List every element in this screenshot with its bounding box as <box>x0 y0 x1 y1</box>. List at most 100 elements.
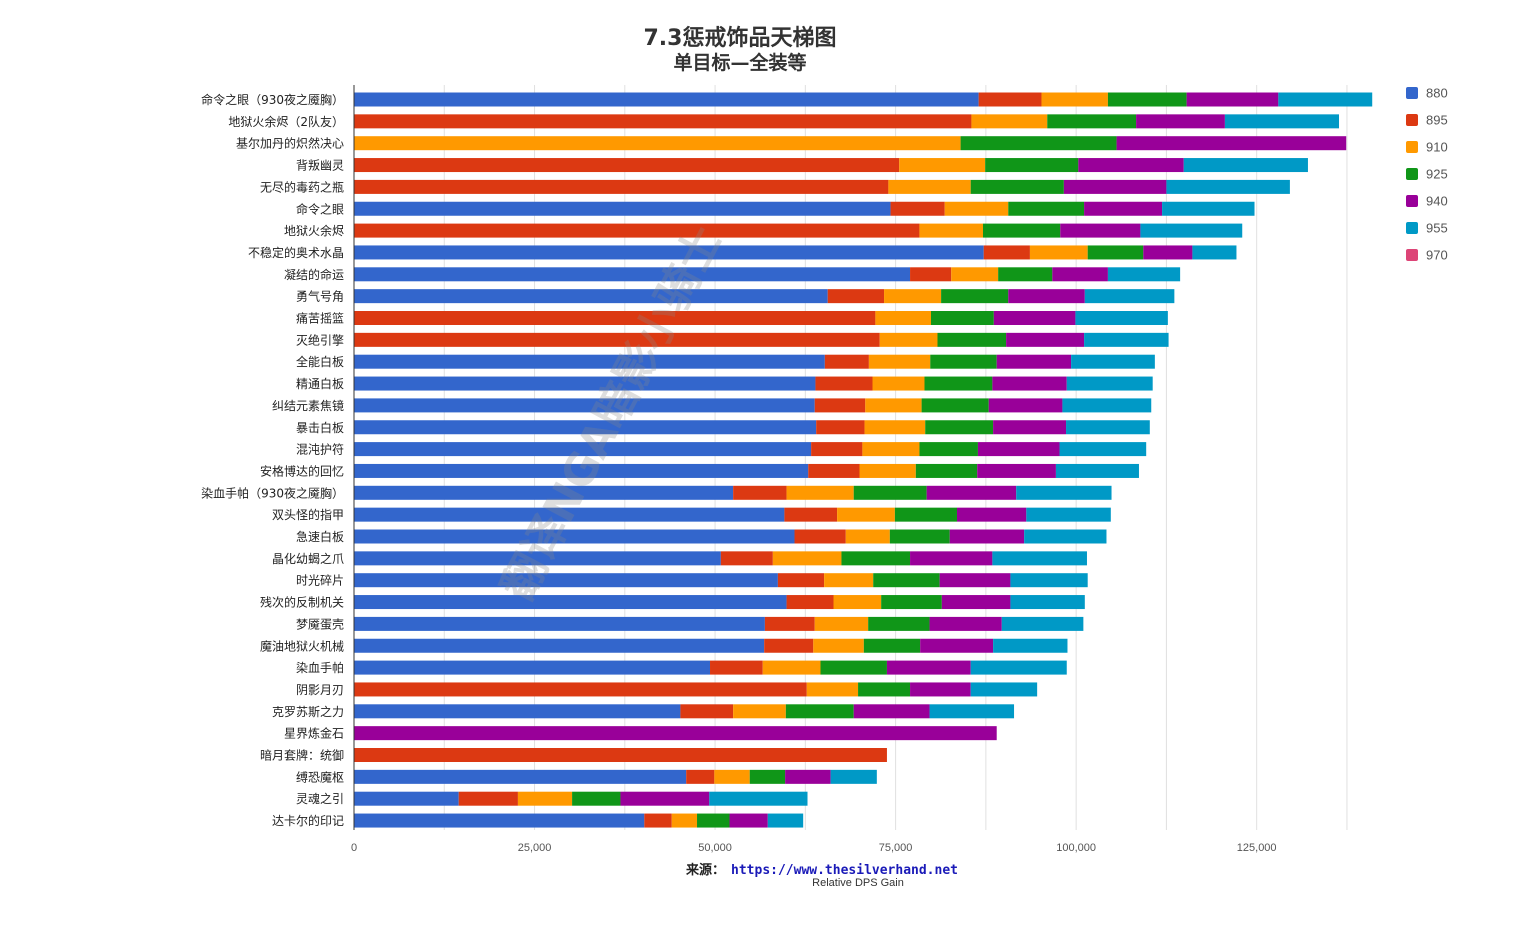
bar-segment-880 <box>354 529 795 544</box>
bar-segment-880 <box>354 485 734 500</box>
category-label: 克罗苏斯之力 <box>272 705 344 719</box>
bar-segment-910 <box>733 704 786 719</box>
category-label: 灭绝引擎 <box>296 332 344 347</box>
category-label: 缚恐魔枢 <box>296 769 344 784</box>
category-label: 凝结的命运 <box>284 267 344 282</box>
bar-segment-880 <box>354 267 911 282</box>
bar-segment-940 <box>996 354 1072 369</box>
bar-segment-910 <box>899 158 986 173</box>
bar-segment-955 <box>1016 485 1112 500</box>
bar-segment-940 <box>939 573 1011 588</box>
bar-segment-925 <box>881 595 942 610</box>
legend-swatch <box>1406 222 1418 234</box>
bar-segment-910 <box>944 201 1009 216</box>
bar-segment-925 <box>863 638 921 653</box>
bar-segment-925 <box>919 442 978 457</box>
bar-segment-955 <box>1066 420 1150 435</box>
bar-segment-910 <box>786 485 854 500</box>
category-label: 暗月套牌：统御 <box>260 748 344 763</box>
category-label: 精通白板 <box>296 376 344 391</box>
x-tick-label: 0 <box>351 842 357 854</box>
bar-segment-925 <box>1107 92 1187 107</box>
bar-segment-910 <box>813 638 864 653</box>
bar-segment-940 <box>920 638 994 653</box>
bar-segment-910 <box>864 420 926 435</box>
bar-segment-925 <box>930 311 994 325</box>
category-label: 勇气号角 <box>296 289 344 304</box>
bar-segment-925 <box>941 289 1009 304</box>
bar-segment-880 <box>354 442 812 457</box>
bar-segment-955 <box>1059 442 1147 457</box>
bar-segment-955 <box>1224 114 1340 129</box>
category-label: 梦魇蛋壳 <box>296 617 344 631</box>
bar-segment-955 <box>1055 463 1139 478</box>
bar-segment-940 <box>354 726 997 741</box>
bar-segment-910 <box>714 769 750 784</box>
category-label: 双头怪的指甲 <box>272 507 344 522</box>
bar-segment-925 <box>970 179 1064 194</box>
bar-segment-895 <box>354 114 972 129</box>
bar-segment-925 <box>749 769 786 784</box>
bar-segment-925 <box>889 529 950 544</box>
bar-segment-910 <box>951 267 999 282</box>
bar-segment-940 <box>977 463 1056 478</box>
bar-segment-895 <box>794 529 846 544</box>
bar-segment-940 <box>1116 136 1347 151</box>
bar-segment-940 <box>1006 332 1085 347</box>
bar-segment-955 <box>1084 289 1175 304</box>
bar-segment-910 <box>671 813 698 828</box>
bar-segment-955 <box>1192 245 1237 260</box>
bar-segment-925 <box>572 791 621 806</box>
bar-segment-955 <box>830 769 877 784</box>
bar-segment-940 <box>1078 158 1184 173</box>
bar-segment-925 <box>1008 201 1085 216</box>
bar-segment-910 <box>517 791 573 806</box>
category-label: 染血手帕 <box>296 660 344 675</box>
bar-segment-880 <box>354 201 891 216</box>
bar-segment-895 <box>354 223 920 238</box>
bar-segment-925 <box>998 267 1053 282</box>
bar-segment-955 <box>1084 332 1169 347</box>
bar-segment-925 <box>930 354 997 369</box>
bar-segment-955 <box>929 704 1015 719</box>
bar-segment-880 <box>354 92 979 107</box>
legend-swatch <box>1406 195 1418 207</box>
bar-segment-925 <box>868 616 930 631</box>
bar-segment-895 <box>644 813 672 828</box>
source-line: 来源： https://www.thesilverhand.net <box>685 862 958 878</box>
category-label: 纠结元素焦镜 <box>272 398 344 413</box>
bar-segment-880 <box>354 573 778 588</box>
category-label: 命令之眼 <box>296 201 344 216</box>
bar-segment-880 <box>354 638 765 653</box>
bar-segment-880 <box>354 595 787 610</box>
bar-segment-925 <box>841 551 911 566</box>
bar-segment-940 <box>1063 179 1167 194</box>
bar-segment-895 <box>686 769 715 784</box>
legend-label: 895 <box>1426 113 1448 128</box>
x-tick-label: 25,000 <box>518 842 552 854</box>
bar-segment-910 <box>888 179 971 194</box>
bar-segment-895 <box>910 267 952 282</box>
category-label: 命令之眼（930夜之魇胸） <box>201 92 344 107</box>
bar-segment-910 <box>872 376 925 391</box>
bar-segment-895 <box>458 791 518 806</box>
bar-segment-955 <box>993 638 1068 653</box>
bar-segment-925 <box>925 420 994 435</box>
bar-segment-925 <box>853 485 927 500</box>
source-label: 来源： <box>685 862 725 878</box>
legend-swatch <box>1406 87 1418 99</box>
bars <box>354 92 1373 828</box>
bar-segment-895 <box>816 420 865 435</box>
bar-segment-955 <box>970 682 1038 697</box>
bar-segment-955 <box>1024 529 1107 544</box>
bar-segment-895 <box>786 595 834 610</box>
bar-segment-940 <box>1143 245 1193 260</box>
bar-segment-955 <box>709 791 808 806</box>
bar-segment-895 <box>354 179 889 194</box>
bar-segment-880 <box>354 354 825 369</box>
legend-swatch <box>1406 249 1418 261</box>
bar-segment-880 <box>354 660 711 675</box>
bar-segment-955 <box>970 660 1067 675</box>
bar-segment-910 <box>919 223 983 238</box>
bar-segment-925 <box>1087 245 1144 260</box>
